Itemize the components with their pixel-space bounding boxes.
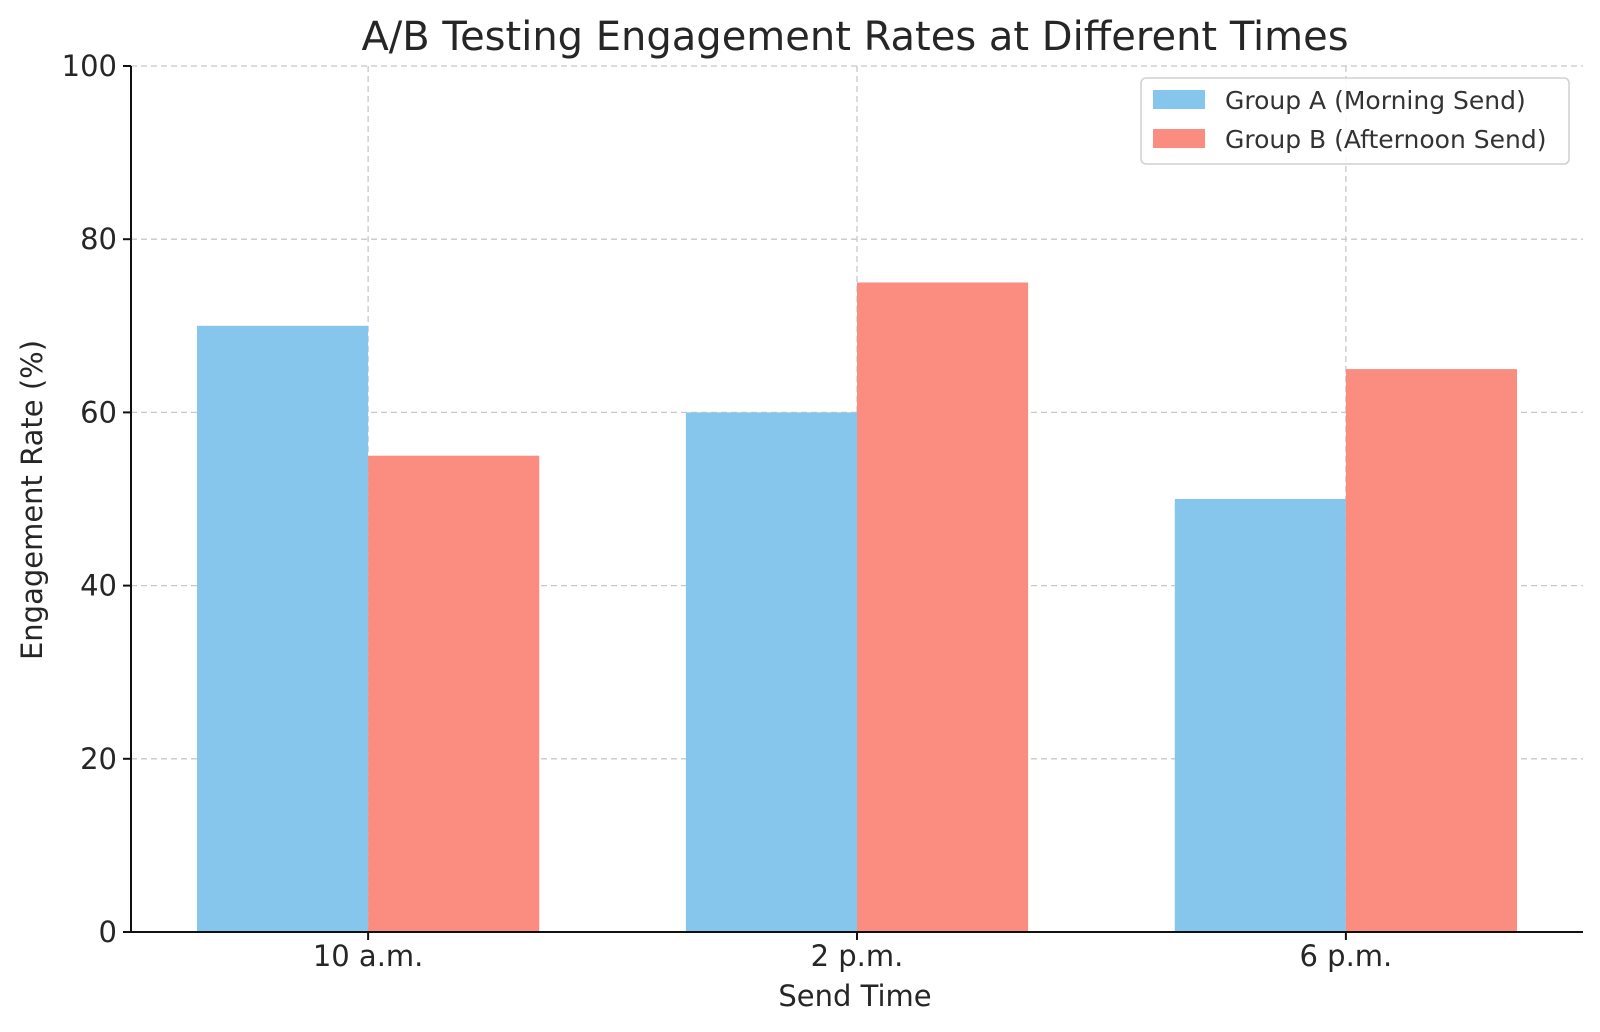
legend-label-group-b: Group B (Afternoon Send) [1225,125,1546,154]
y-tick-label: 80 [80,222,117,256]
y-axis-label: Engagement Rate (%) [15,340,49,660]
bar-group-b-1 [857,282,1029,932]
bar-group-a-1 [685,412,857,932]
y-tick-label: 100 [62,49,117,83]
bar-group-b-0 [368,455,540,932]
x-tick-label: 2 p.m. [811,939,904,973]
x-tick-label: 6 p.m. [1300,939,1393,973]
y-tick-label: 40 [80,569,117,603]
legend-box [1140,77,1570,165]
bars [197,282,1517,933]
legend-label-group-a: Group A (Morning Send) [1225,86,1526,115]
legend: Group A (Morning Send) Group B (Afternoon… [1140,77,1570,165]
y-tick-label: 60 [80,395,117,429]
legend-swatch-group-a [1153,90,1205,109]
bar-group-a-2 [1174,499,1346,932]
legend-swatch-group-b [1153,129,1205,148]
x-axis-label: Send Time [778,979,931,1013]
x-tick-label: 10 a.m. [313,939,424,973]
y-tick-label: 20 [80,742,117,776]
tick-labels: 0 20 40 60 80 100 10 a.m. 2 p.m. 6 p.m. [62,49,1393,973]
bar-group-a-0 [197,325,369,932]
chart-title: A/B Testing Engagement Rates at Differen… [361,14,1348,60]
bar-group-b-2 [1345,369,1517,933]
y-tick-label: 0 [99,915,117,949]
